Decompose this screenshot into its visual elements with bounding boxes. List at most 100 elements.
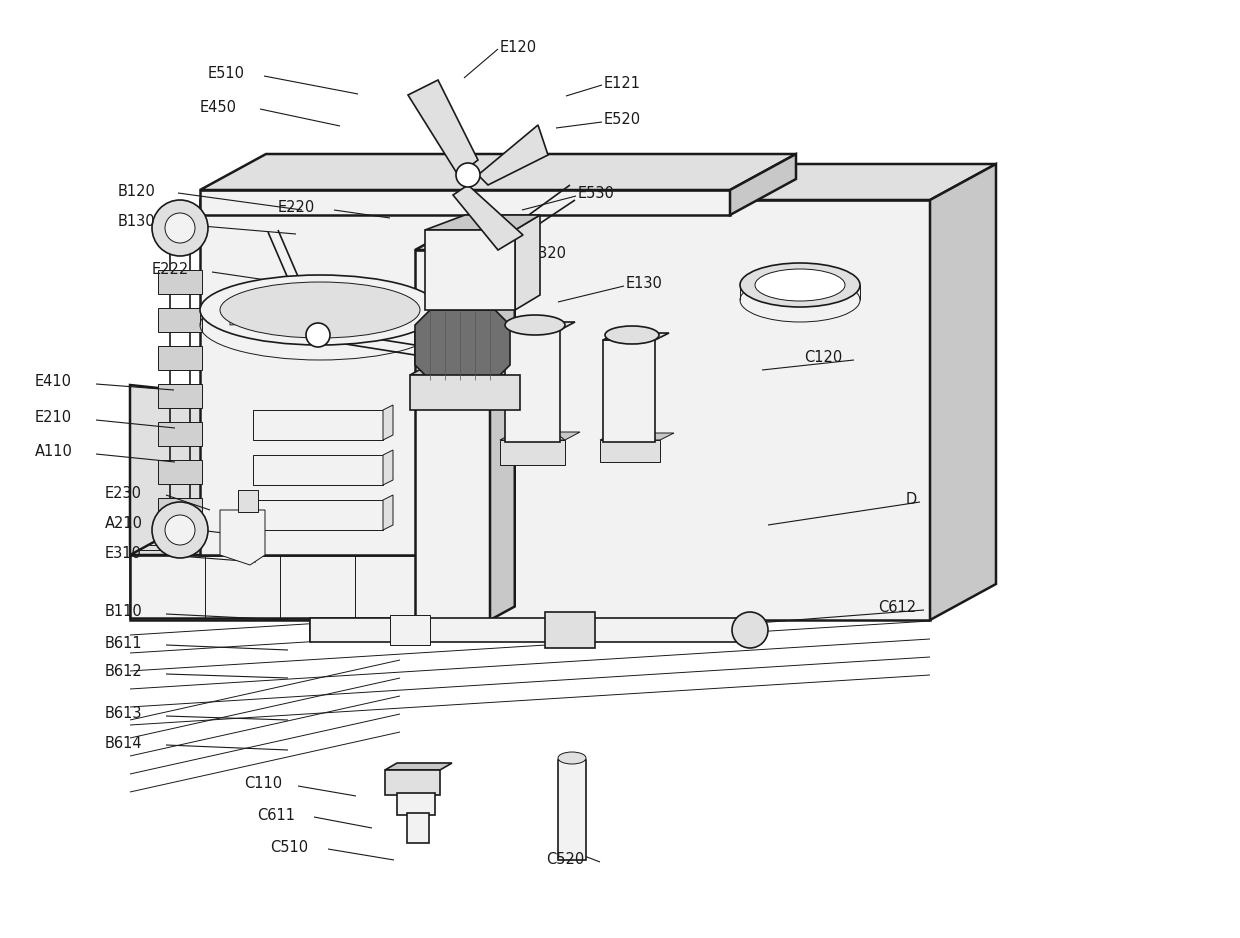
Circle shape [153,200,208,256]
Text: E520: E520 [604,113,641,128]
Polygon shape [415,236,515,250]
Circle shape [153,502,208,558]
Polygon shape [200,154,796,190]
Text: B110: B110 [105,604,143,619]
Bar [253,410,383,440]
Bar [238,490,258,512]
Text: B130: B130 [118,215,156,230]
Bar [157,422,202,446]
Polygon shape [384,763,453,770]
Polygon shape [470,164,536,555]
Bar [391,615,430,645]
Bar [157,460,202,484]
Text: E130: E130 [626,277,663,292]
Text: D: D [906,492,918,507]
Text: C110: C110 [244,777,283,792]
Polygon shape [470,164,996,200]
Ellipse shape [558,752,587,764]
Circle shape [165,515,195,545]
Bar [384,770,440,795]
Polygon shape [477,125,548,185]
Bar [558,760,587,860]
Bar [500,440,565,465]
Polygon shape [130,555,730,620]
Bar [157,308,202,332]
Ellipse shape [732,612,768,648]
Text: B120: B120 [118,184,156,199]
Bar [157,270,202,294]
Bar [546,612,595,648]
Ellipse shape [505,315,565,335]
Text: E310: E310 [105,546,141,561]
Text: C611: C611 [257,808,295,823]
Bar [253,500,383,530]
Text: E222: E222 [153,263,190,278]
Text: B612: B612 [105,664,143,679]
Text: E450: E450 [200,99,237,114]
Polygon shape [425,215,539,230]
Text: C520: C520 [546,853,584,868]
Polygon shape [200,200,470,555]
Ellipse shape [605,326,658,344]
Polygon shape [515,215,539,310]
Polygon shape [603,333,670,340]
Bar [603,340,655,442]
Polygon shape [383,405,393,440]
Circle shape [456,163,480,187]
Polygon shape [408,80,477,175]
Bar [397,793,435,815]
Text: E220: E220 [278,201,315,216]
Text: E121: E121 [604,75,641,90]
Polygon shape [200,164,536,200]
Ellipse shape [219,282,420,338]
Text: A110: A110 [35,445,73,460]
Circle shape [306,323,330,347]
Text: E230: E230 [105,486,143,501]
Text: A210: A210 [105,517,143,532]
Polygon shape [470,200,930,620]
Text: E120: E120 [500,39,537,54]
Polygon shape [200,190,730,215]
Text: C612: C612 [878,600,916,615]
Bar [157,346,202,370]
Text: C510: C510 [270,840,308,855]
Polygon shape [453,185,523,250]
Bar [157,384,202,408]
Polygon shape [415,250,490,620]
Text: B613: B613 [105,706,143,721]
Bar [407,813,429,843]
Polygon shape [383,495,393,530]
Bar [157,498,202,522]
Ellipse shape [740,263,861,307]
Polygon shape [219,510,265,565]
Text: C120: C120 [804,351,842,366]
Text: B611: B611 [105,636,143,650]
Bar [600,440,660,462]
Bar [310,618,750,642]
Text: E510: E510 [208,67,246,82]
Polygon shape [930,164,996,620]
Text: B614: B614 [105,735,143,750]
Polygon shape [500,432,580,440]
Text: E320: E320 [529,247,567,262]
Bar [505,330,560,442]
Ellipse shape [200,275,440,345]
Polygon shape [130,555,730,618]
Polygon shape [505,322,575,330]
Polygon shape [229,290,340,325]
Text: E410: E410 [35,374,72,389]
Bar [410,375,520,410]
Polygon shape [600,433,675,440]
Text: E210: E210 [35,411,72,426]
Ellipse shape [755,269,844,301]
Polygon shape [410,361,544,375]
Polygon shape [730,519,796,618]
Polygon shape [130,385,930,555]
Polygon shape [415,310,510,380]
Polygon shape [383,450,393,485]
Polygon shape [490,236,515,620]
Circle shape [165,213,195,243]
Polygon shape [130,519,796,555]
Text: E530: E530 [578,187,615,202]
Polygon shape [730,154,796,215]
